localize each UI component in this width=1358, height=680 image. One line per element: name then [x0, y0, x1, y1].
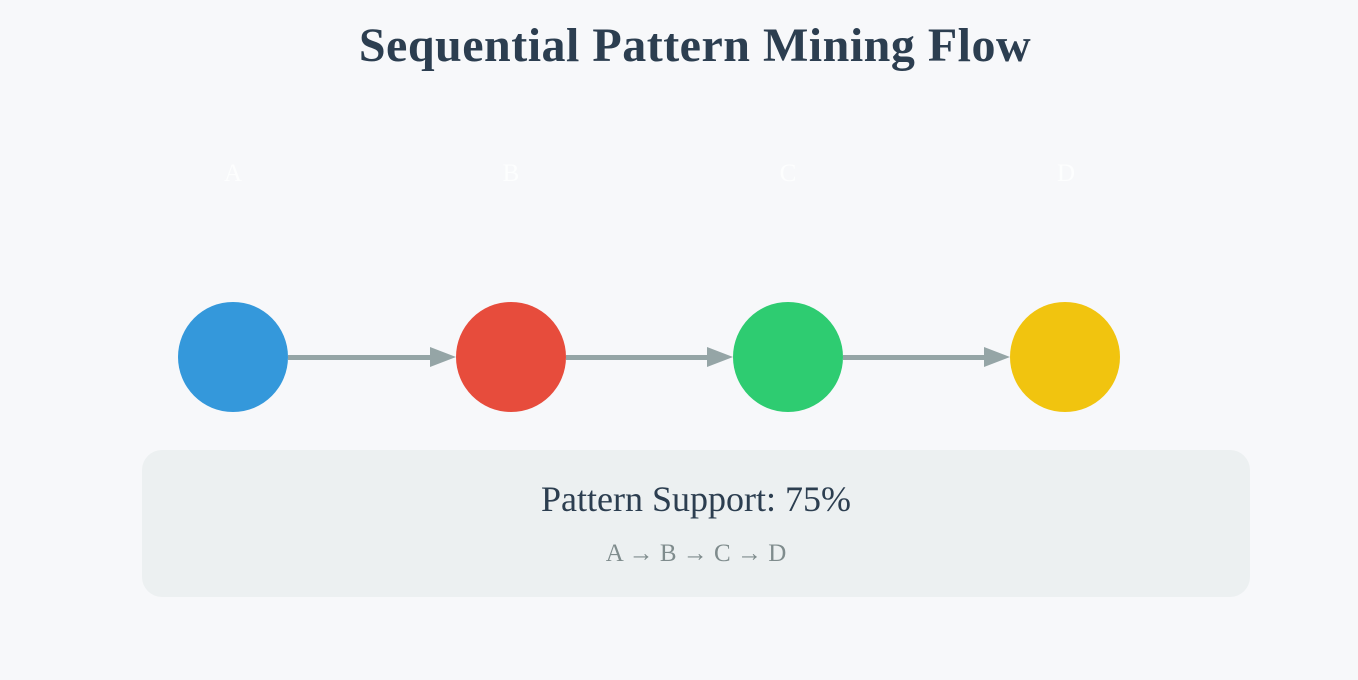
arrow-line-c-d — [843, 355, 984, 360]
node-circle-c — [733, 302, 843, 412]
node-label-c: C — [779, 160, 797, 187]
node-circle-b — [456, 302, 566, 412]
node-label-d: D — [1056, 160, 1076, 187]
arrow-head-icon — [430, 347, 456, 367]
pattern-support-text: Pattern Support: 75% — [541, 478, 851, 519]
pattern-sequence-text: A → B → C → D — [605, 539, 787, 567]
arrow-line-b-c — [566, 355, 707, 360]
page-title: Sequential Pattern Mining Flow — [358, 19, 1032, 72]
node-label-b: B — [502, 160, 520, 187]
arrow-head-icon — [984, 347, 1010, 367]
node-circle-d — [1010, 302, 1120, 412]
node-circle-a — [178, 302, 288, 412]
node-label-a: A — [223, 160, 243, 187]
pattern-summary-box: Pattern Support: 75% A → B → C → D — [142, 450, 1250, 597]
arrow-line-a-b — [288, 355, 430, 360]
arrow-head-icon — [707, 347, 733, 367]
